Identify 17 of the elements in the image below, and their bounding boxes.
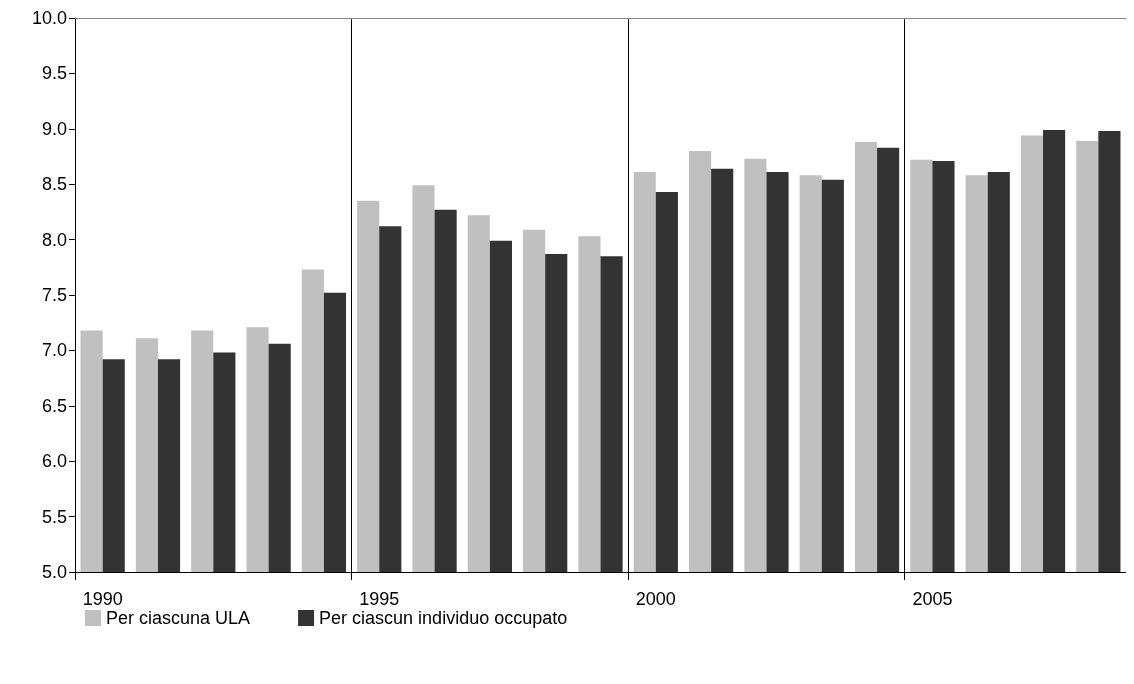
y-tick-label: 8.0 xyxy=(41,229,67,250)
y-tick-label: 8.5 xyxy=(41,174,67,195)
y-tick-label: 7.5 xyxy=(41,285,67,305)
legend-label: Per ciascuna ULA xyxy=(106,608,251,628)
x-tick-label: 1990 xyxy=(82,589,123,609)
y-tick-label: 5.0 xyxy=(41,562,67,582)
x-tick-label: 2000 xyxy=(635,589,676,609)
legend-label: Per ciascun individuo occupato xyxy=(319,608,568,628)
y-tick-label: 7.0 xyxy=(41,340,67,361)
y-tick-label: 6.0 xyxy=(41,451,67,472)
x-tick-label: 2005 xyxy=(912,589,953,609)
y-tick-label: 9.0 xyxy=(41,118,67,139)
x-tick-label: 1995 xyxy=(359,589,400,609)
y-tick-label: 10.0 xyxy=(31,8,67,28)
y-tick-label: 9.5 xyxy=(41,63,67,84)
y-tick-label: 5.5 xyxy=(41,506,67,527)
y-tick-label: 6.5 xyxy=(41,395,67,416)
